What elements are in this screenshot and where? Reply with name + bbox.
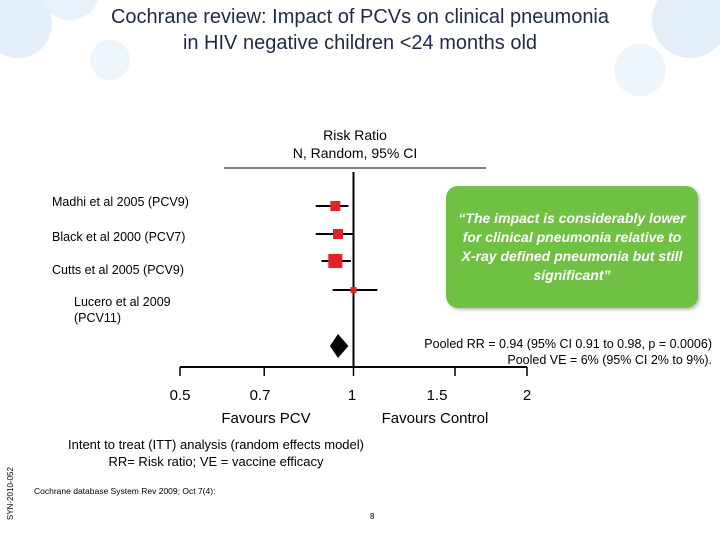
x-tick-label: 0.7 [249, 387, 271, 404]
header-line-1: Risk Ratio [323, 127, 387, 143]
study-marker [333, 229, 344, 239]
favours-pcv-label: Favours PCV [221, 410, 311, 427]
study-label: Lucero et al 2009 (PCV11) [74, 295, 171, 325]
pooled-diamond [329, 334, 349, 358]
x-tick-label: 1 [347, 387, 357, 404]
study-label: Madhi et al 2005 (PCV9) [52, 195, 189, 209]
x-tick-label: 2 [522, 387, 532, 404]
study-marker [330, 201, 341, 211]
title-line-1: Cochrane review: Impact of PCVs on clini… [110, 6, 610, 28]
study-label: Cutts et al 2005 (PCV9) [52, 263, 185, 277]
x-tick-label: 1.5 [426, 387, 448, 404]
study-marker [350, 287, 357, 293]
footnote-line-1: Intent to treat (ITT) analysis (random e… [68, 437, 364, 452]
title-line-2: in HIV negative children <24 months old [182, 32, 538, 54]
background-decoration [0, 0, 720, 96]
pooled-estimate: Pooled RR = 0.94 (95% CI 0.91 to 0.98, p… [370, 336, 712, 368]
quote-callout: “The impact is considerably lower for cl… [446, 186, 698, 308]
callout-text: “The impact is considerably lower for cl… [458, 210, 686, 283]
page-number: 8 [370, 512, 375, 521]
source-citation: Cochrane database System Rev 2009; Oct 7… [34, 486, 216, 496]
study-label: Black et al 2000 (PCV7) [52, 230, 186, 244]
forest-header: Risk Ratio N, Random, 95% CI [240, 126, 470, 162]
favours-control-label: Favours Control [381, 410, 489, 427]
slide-code: SYN-2010-052 [6, 467, 15, 520]
footnote: Intent to treat (ITT) analysis (random e… [36, 436, 396, 470]
x-tick-label: 0.5 [169, 387, 191, 404]
pooled-rr-text: Pooled RR = 0.94 (95% CI 0.91 to 0.98, p… [424, 337, 712, 351]
footnote-line-2: RR= Risk ratio; VE = vaccine efficacy [108, 454, 324, 469]
study-marker [328, 254, 343, 268]
header-line-2: N, Random, 95% CI [292, 145, 418, 161]
slide-title: Cochrane review: Impact of PCVs on clini… [30, 4, 690, 56]
pooled-ve-text: Pooled VE = 6% (95% CI 2% to 9%). [507, 353, 712, 367]
